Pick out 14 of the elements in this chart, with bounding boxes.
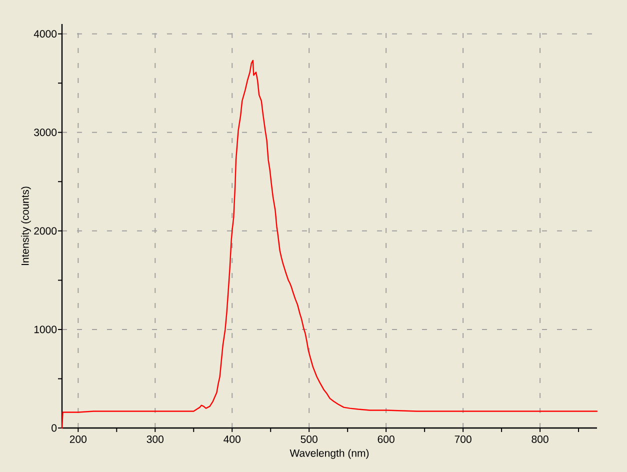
x-tick-label: 600 — [378, 436, 394, 443]
y-tick-label: 1000 — [34, 326, 57, 334]
x-tick-label: 800 — [532, 436, 548, 443]
y-tick-label: 0 — [52, 424, 57, 432]
y-tick-label: 4000 — [34, 30, 57, 38]
x-tick-label: 500 — [300, 436, 318, 443]
x-axis-title: Wavelength (nm) — [290, 449, 369, 459]
y-tick-label: 2000 — [34, 227, 57, 235]
x-tick-label: 700 — [454, 436, 472, 443]
x-tick-label: 300 — [146, 436, 164, 443]
x-tick-label: 200 — [70, 436, 87, 443]
y-axis-title: Intensity (counts) — [21, 186, 31, 266]
x-tick-label: 400 — [224, 436, 240, 443]
y-tick-label: 3000 — [34, 128, 57, 136]
